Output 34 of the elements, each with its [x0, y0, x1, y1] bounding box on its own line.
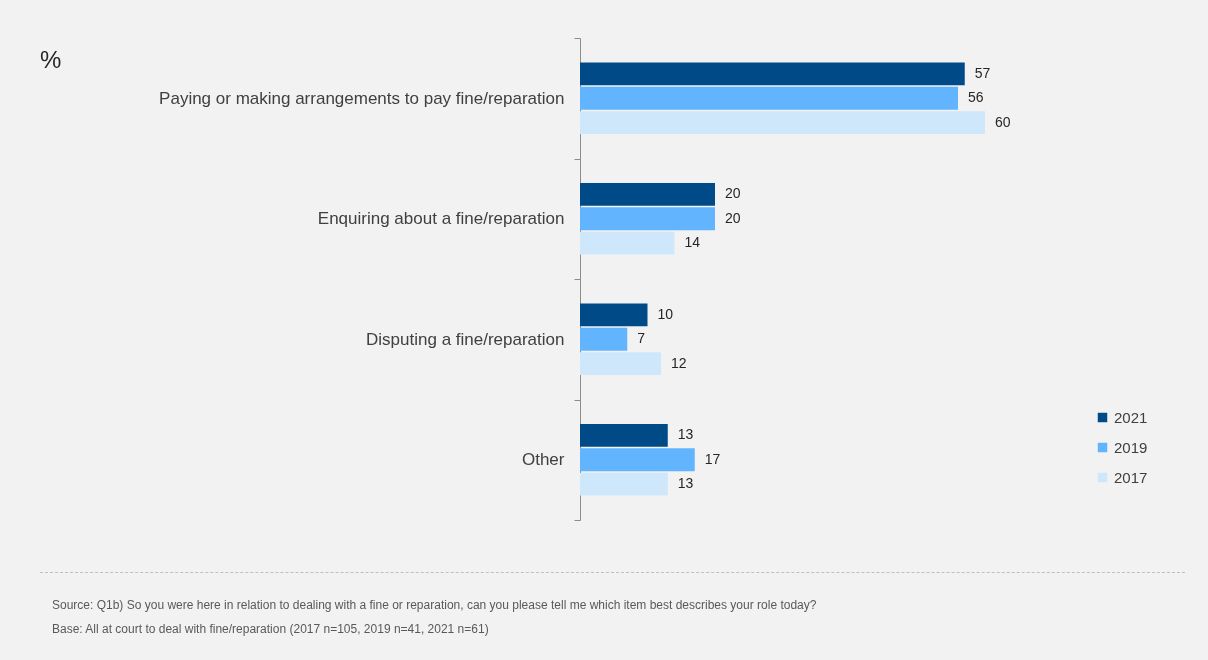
bar [580, 448, 695, 472]
legend-label: 2021 [1114, 408, 1148, 426]
data-label: 60 [995, 113, 1011, 130]
data-label: 57 [974, 64, 991, 81]
data-label: 7 [637, 330, 646, 347]
bar [580, 207, 715, 231]
y-tick-label: Other [521, 450, 565, 470]
y-tick-label: Paying or making arrangements to pay fine/reparation [159, 88, 565, 108]
bar [580, 231, 675, 255]
bar [580, 182, 715, 206]
bar [580, 352, 661, 376]
data-label: 12 [671, 354, 687, 371]
source-note: Source: Q1b) So you were here in relation to dealing with a fine or reparation, can you please tell me which item best describes your role today? [52, 598, 817, 612]
text: % [40, 46, 62, 74]
data-label: 17 [704, 450, 721, 467]
y-tick-label: Disputing a fine/reparation [366, 329, 565, 349]
bar [580, 303, 648, 327]
data-label: 10 [657, 305, 674, 322]
bar [580, 423, 668, 447]
data-label: 13 [677, 426, 694, 443]
data-label: 13 [677, 475, 694, 492]
bar [580, 86, 958, 110]
data-label: 20 [725, 209, 741, 226]
bar [580, 62, 965, 86]
data-label: 14 [684, 234, 701, 251]
data-label: 56 [968, 89, 984, 106]
text: Base: All at court to deal with fine/reparation (2017 n=105, 2019 n=41, 2021 n=61) [52, 622, 489, 636]
bar [580, 327, 628, 351]
data-label: 20 [725, 185, 741, 202]
y-tick-label: Enquiring about a fine/reparation [317, 209, 565, 229]
legend-label: 2019 [1114, 438, 1148, 456]
legend-label: 2017 [1114, 468, 1148, 486]
bar [580, 111, 985, 135]
bar [580, 472, 668, 496]
